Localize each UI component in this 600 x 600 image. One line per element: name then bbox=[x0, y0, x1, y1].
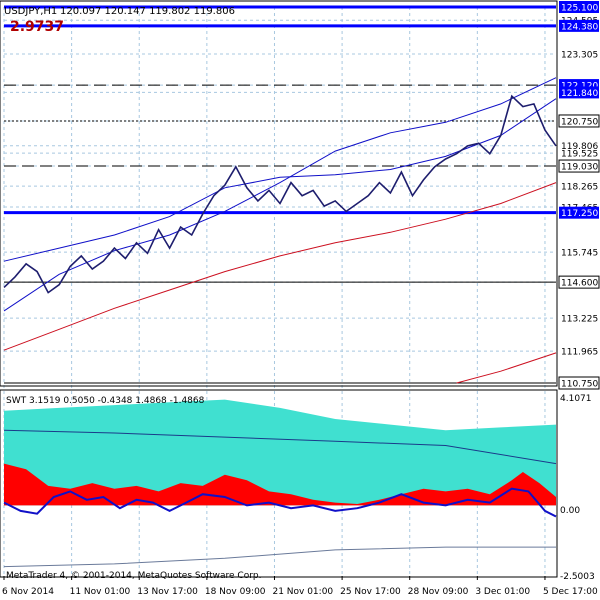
price-tick-label: 125.100 bbox=[561, 4, 598, 14]
price-label-box bbox=[558, 114, 600, 128]
time-tick-label: 11 Nov 01:00 bbox=[70, 587, 131, 597]
price-label-box bbox=[559, 86, 599, 99]
price-tick-label: 115.745 bbox=[561, 249, 598, 259]
time-tick-label: 5 Dec 17:00 bbox=[543, 587, 598, 597]
price-axis: 125.100124.595124.380123.305122.120121.8… bbox=[558, 1, 600, 390]
price-tick-label: 113.225 bbox=[561, 315, 598, 325]
price-label-box bbox=[559, 206, 599, 219]
indicator-layer bbox=[3, 399, 557, 568]
symbol-label: USDJPY,H1 bbox=[4, 6, 57, 17]
price-series-layer bbox=[3, 77, 557, 384]
indicator-teal-area bbox=[4, 399, 556, 506]
indicator-panel-border bbox=[0, 389, 558, 578]
price-label-box bbox=[558, 376, 600, 390]
price-panel-border bbox=[0, 0, 558, 387]
time-tick-label: 28 Nov 09:00 bbox=[408, 587, 469, 597]
price-tick-label: 111.965 bbox=[561, 348, 598, 358]
time-tick-label: 3 Dec 01:00 bbox=[475, 587, 530, 597]
price-tick-label: 124.380 bbox=[561, 22, 598, 32]
time-tick-label: 13 Nov 17:00 bbox=[137, 587, 198, 597]
indicator-label: SWT 3.1519 0.5050 -0.4348 1.4868 -1.4868 bbox=[6, 396, 205, 406]
time-tick-label: 6 Nov 2014 bbox=[2, 587, 54, 597]
price-label-box bbox=[558, 275, 600, 289]
indicator-upper-line bbox=[3, 429, 557, 465]
indicator-axis-top: 4.1071 bbox=[560, 394, 592, 404]
price-tick-label: 110.750 bbox=[561, 380, 598, 390]
price-label-box bbox=[558, 159, 600, 173]
time-tick-label: 18 Nov 09:00 bbox=[205, 587, 266, 597]
copyright-text: MetaTrader 4, © 2001-2014, MetaQuotes So… bbox=[6, 571, 262, 581]
time-tick-label: 21 Nov 01:00 bbox=[272, 587, 333, 597]
price-tick-label: 118.265 bbox=[561, 183, 598, 193]
indicator-lower-line bbox=[3, 546, 556, 568]
indicator-axis-bottom: -2.5003 bbox=[560, 572, 595, 582]
indicator-red-area bbox=[4, 463, 556, 506]
price-label-box bbox=[559, 1, 599, 13]
time-tick-label: 25 Nov 17:00 bbox=[340, 587, 401, 597]
price-tick-label: 119.806 bbox=[561, 142, 598, 152]
indicator-blue-line bbox=[3, 487, 557, 518]
price-tick-label: 120.750 bbox=[561, 117, 598, 127]
price-line bbox=[3, 94, 557, 294]
price-tick-label: 117.250 bbox=[561, 209, 598, 219]
price-tick-label: 119.525 bbox=[561, 150, 598, 160]
price-label-box bbox=[559, 19, 599, 32]
ohlc-values: 120.097 120.147 119.802 119.806 bbox=[60, 6, 235, 17]
ma-red-lower-line bbox=[456, 352, 557, 384]
price-tick-label: 123.305 bbox=[561, 51, 598, 61]
ma-upper-line bbox=[3, 77, 557, 312]
horizontal-lines bbox=[4, 5, 556, 384]
price-tick-label: 121.840 bbox=[561, 89, 598, 99]
price-tick-label: 114.600 bbox=[561, 279, 598, 289]
big-value-label: 2.9737 bbox=[10, 19, 64, 35]
time-axis: 6 Nov 2014 11 Nov 01:00 13 Nov 17:00 18 Nov… bbox=[2, 576, 598, 597]
price-tick-label: 119.030 bbox=[561, 163, 598, 173]
ma-red-line bbox=[3, 182, 557, 351]
indicator-axis-zero: 0.00 bbox=[560, 506, 580, 516]
